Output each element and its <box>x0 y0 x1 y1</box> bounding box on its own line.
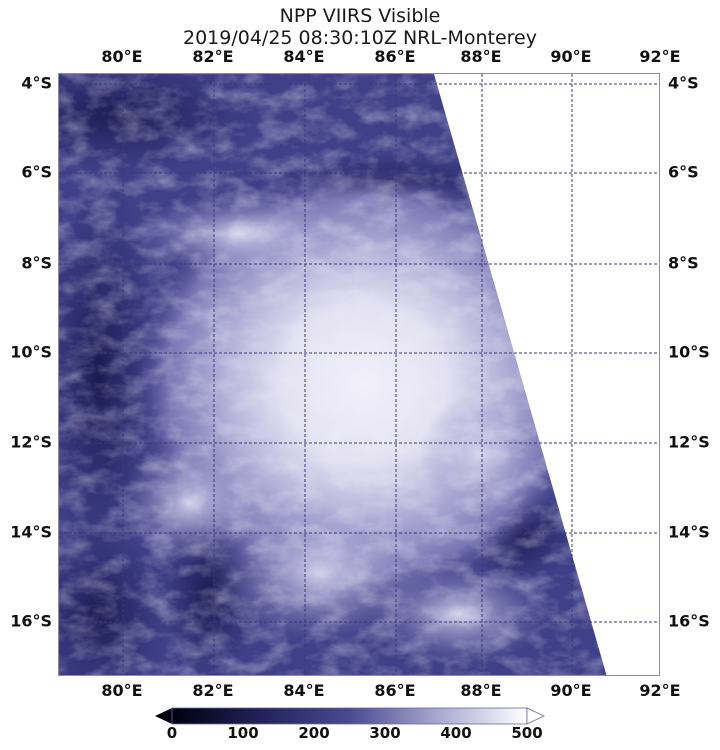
lat-label-right: 8°S <box>668 253 699 273</box>
lat-label-right: 6°S <box>668 162 699 182</box>
lat-lon-grid <box>59 74 659 675</box>
satellite-image-map <box>58 73 660 676</box>
lon-label-bottom: 90°E <box>550 681 592 700</box>
colorbar-min-arrow <box>155 708 172 724</box>
lon-label-top: 88°E <box>460 47 502 66</box>
lon-label-top: 82°E <box>192 47 234 66</box>
lat-label-left: 4°S <box>21 73 52 93</box>
colorbar-tick: 0 <box>166 724 178 742</box>
lat-label-left: 14°S <box>10 522 52 542</box>
lat-label-left: 16°S <box>10 611 52 631</box>
lat-label-left: 6°S <box>21 162 52 182</box>
lon-label-top: 86°E <box>374 47 416 66</box>
lat-label-right: 4°S <box>668 73 699 93</box>
lon-label-bottom: 92°E <box>639 681 681 700</box>
lat-label-left: 12°S <box>10 432 52 452</box>
lon-label-top: 92°E <box>639 47 681 66</box>
lon-label-top: 84°E <box>283 47 325 66</box>
lon-label-bottom: 86°E <box>374 681 416 700</box>
lat-label-right: 10°S <box>668 342 710 362</box>
colorbar-max-arrow <box>526 707 545 725</box>
image-title: NPP VIIRS Visible <box>279 5 441 27</box>
lat-label-right: 14°S <box>668 522 710 542</box>
lon-label-top: 80°E <box>101 47 143 66</box>
colorbar-tick: 300 <box>369 724 401 742</box>
colorbar-tick: 400 <box>440 724 472 742</box>
cloud-imagery <box>59 74 659 675</box>
lon-label-top: 90°E <box>550 47 592 66</box>
lat-label-right: 12°S <box>668 432 710 452</box>
lon-label-bottom: 80°E <box>101 681 143 700</box>
colorbar-tick: 200 <box>298 724 330 742</box>
lon-label-bottom: 82°E <box>192 681 234 700</box>
lat-label-left: 10°S <box>10 342 52 362</box>
lon-label-bottom: 84°E <box>283 681 325 700</box>
colorbar-tick: 100 <box>227 724 259 742</box>
colorbar-tick: 500 <box>511 724 543 742</box>
lon-label-bottom: 88°E <box>460 681 502 700</box>
image-subtitle: 2019/04/25 08:30:10Z NRL-Monterey <box>183 27 537 49</box>
lat-label-right: 16°S <box>668 611 710 631</box>
lat-label-left: 8°S <box>21 253 52 273</box>
colorbar <box>155 707 545 725</box>
